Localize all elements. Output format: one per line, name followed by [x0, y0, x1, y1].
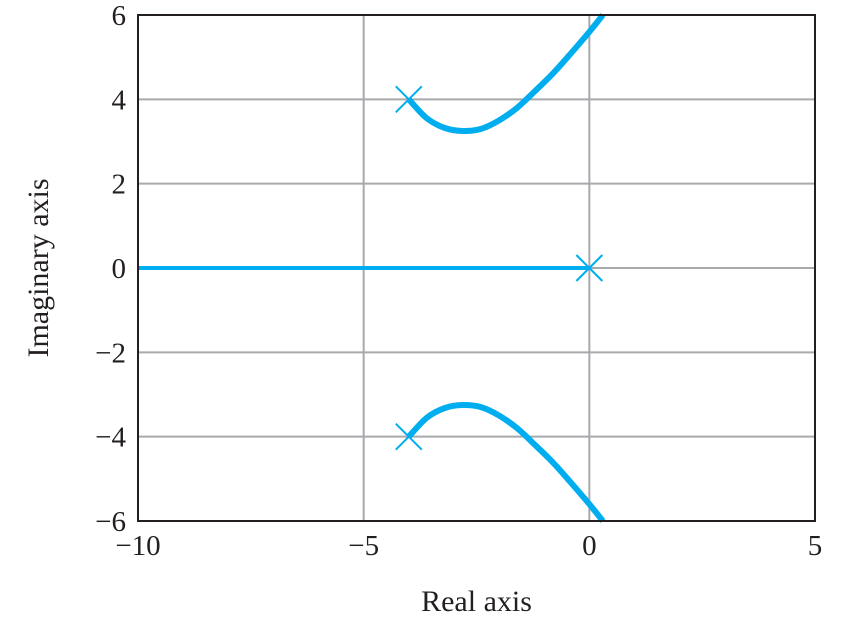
x-tick-label: −10	[115, 530, 160, 562]
pole-marker	[395, 422, 423, 451]
x-tick-label: 0	[582, 530, 597, 562]
y-tick-label: −2	[95, 337, 126, 369]
pole-marker	[575, 254, 604, 282]
locus-branches	[138, 13, 606, 523]
open-loop-poles	[395, 85, 604, 451]
plot-frame	[137, 14, 816, 522]
lower-branch	[406, 402, 606, 523]
pole-stroke	[575, 254, 604, 282]
x-axis-title: Real axis	[421, 585, 532, 618]
upper-branch	[406, 13, 606, 134]
y-tick-label: −4	[95, 422, 126, 454]
pole-marker	[395, 85, 423, 114]
y-tick-label: 2	[112, 169, 127, 201]
x-tick-label: −5	[348, 530, 379, 562]
y-tick-label: −6	[95, 506, 126, 538]
x-tick-labels: −10 −5 0 5	[115, 530, 822, 562]
y-tick-label: 6	[112, 0, 127, 32]
y-tick-label: 0	[112, 253, 127, 285]
x-tick-label: 5	[808, 530, 823, 562]
y-axis-title: Imaginary axis	[22, 178, 55, 357]
pole-stroke	[395, 85, 423, 114]
y-tick-label: 4	[112, 84, 127, 116]
pole-stroke	[395, 422, 423, 451]
y-tick-labels: −6 −4 −2 0 2 4 6	[95, 0, 126, 538]
